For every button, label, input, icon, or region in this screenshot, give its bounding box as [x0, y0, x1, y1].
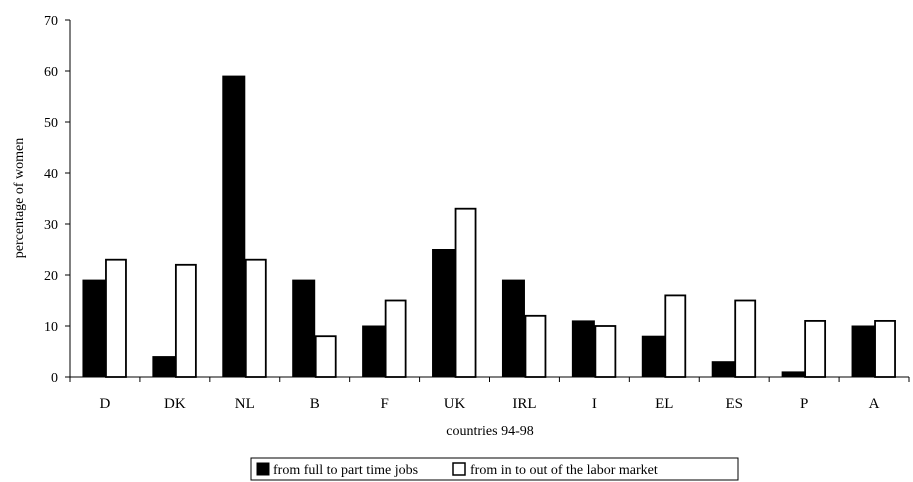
legend: from full to part time jobs from in to o…: [250, 457, 739, 481]
y-tick-label: 10: [44, 320, 58, 335]
x-tick-label: NL: [235, 396, 255, 412]
x-tick-label: A: [869, 396, 880, 412]
bar-2-b: [314, 335, 337, 378]
y-ticks: 0 10 20 30 40 50 60 70: [44, 14, 70, 386]
bar-1-i: [571, 320, 595, 378]
legend-swatch-series-1: [256, 462, 270, 476]
y-tick-label: 50: [44, 116, 58, 131]
x-tick-label: P: [800, 396, 808, 412]
x-ticks: D DK NL B F UK IRL I EL ES P A: [69, 377, 910, 412]
bar-1-dk: [152, 356, 176, 378]
x-tick-label: F: [380, 396, 388, 412]
bar-2-p: [804, 319, 827, 378]
bar-2-irl: [524, 314, 547, 378]
x-axis: D DK NL B F UK IRL I EL ES P A: [69, 376, 910, 412]
y-tick-label: 20: [44, 269, 58, 284]
bar-2-nl: [244, 258, 267, 378]
x-tick-label: DK: [164, 396, 186, 412]
x-tick-label: I: [592, 396, 597, 412]
legend-swatch-series-2: [452, 462, 466, 476]
y-tick-label: 60: [44, 65, 58, 80]
y-tick-label: 40: [44, 167, 58, 182]
y-axis-title: percentage of women: [12, 138, 27, 259]
y-axis: 0 10 20 30 40 50 60 70: [44, 14, 71, 386]
bar-1-a: [851, 325, 875, 378]
bar-2-uk: [454, 207, 477, 378]
x-tick-label: D: [100, 396, 111, 412]
x-axis-title: countries 94-98: [446, 424, 533, 439]
bar-2-dk: [174, 263, 197, 378]
legend-label-series-1: from full to part time jobs: [273, 463, 418, 478]
bars: [82, 75, 896, 378]
bar-1-f: [362, 325, 386, 378]
bar-1-d: [82, 279, 106, 378]
bar-2-f: [384, 299, 407, 378]
bar-1-nl: [222, 75, 246, 378]
bar-2-el: [664, 294, 687, 378]
bar-2-i: [594, 325, 617, 378]
bar-1-b: [292, 279, 316, 378]
y-tick-label: 0: [51, 371, 58, 386]
legend-box: [250, 457, 739, 481]
bar-2-d: [105, 258, 127, 378]
bar-1-el: [641, 335, 665, 378]
x-tick-label: UK: [444, 396, 466, 412]
bar-1-es: [711, 361, 735, 378]
bar-2-a: [874, 319, 896, 378]
bar-1-uk: [432, 249, 456, 378]
legend-label-series-2: from in to out of the labor market: [470, 463, 658, 478]
y-tick-label: 30: [44, 218, 58, 233]
x-tick-label: EL: [655, 396, 673, 412]
x-tick-label: IRL: [512, 396, 536, 412]
x-tick-label: ES: [725, 396, 743, 412]
x-tick-label: B: [310, 396, 320, 412]
bar-1-irl: [501, 279, 525, 378]
bar-1-p: [781, 371, 805, 378]
bar-2-es: [734, 299, 757, 378]
y-tick-label: 70: [44, 14, 58, 29]
